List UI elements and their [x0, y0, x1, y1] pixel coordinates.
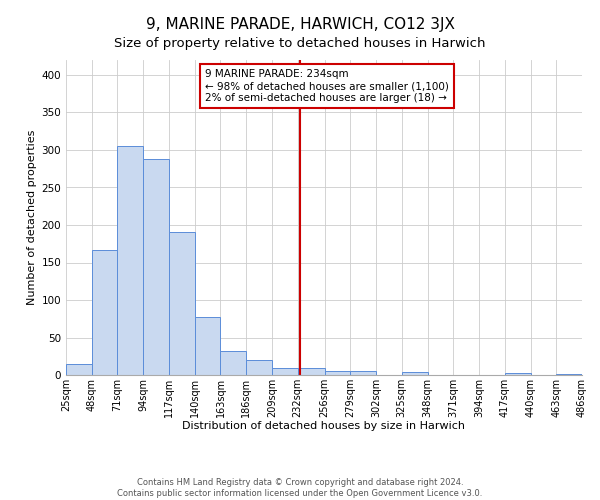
Bar — [66, 364, 92, 375]
Bar — [402, 372, 428, 375]
Bar — [220, 351, 246, 375]
Bar — [169, 232, 195, 375]
Y-axis label: Number of detached properties: Number of detached properties — [27, 130, 37, 305]
Text: Size of property relative to detached houses in Harwich: Size of property relative to detached ho… — [114, 38, 486, 51]
Text: 9, MARINE PARADE, HARWICH, CO12 3JX: 9, MARINE PARADE, HARWICH, CO12 3JX — [146, 18, 455, 32]
Bar — [195, 316, 220, 375]
Bar — [556, 374, 582, 375]
Text: 9 MARINE PARADE: 234sqm
← 98% of detached houses are smaller (1,100)
2% of semi-: 9 MARINE PARADE: 234sqm ← 98% of detache… — [205, 70, 449, 102]
Bar — [143, 159, 169, 375]
Bar — [298, 368, 325, 375]
Bar — [118, 146, 143, 375]
Bar — [325, 371, 350, 375]
Bar — [92, 250, 118, 375]
Bar — [246, 360, 272, 375]
Bar — [505, 373, 530, 375]
Bar — [272, 368, 298, 375]
X-axis label: Distribution of detached houses by size in Harwich: Distribution of detached houses by size … — [182, 422, 466, 432]
Bar — [350, 371, 376, 375]
Text: Contains HM Land Registry data © Crown copyright and database right 2024.
Contai: Contains HM Land Registry data © Crown c… — [118, 478, 482, 498]
